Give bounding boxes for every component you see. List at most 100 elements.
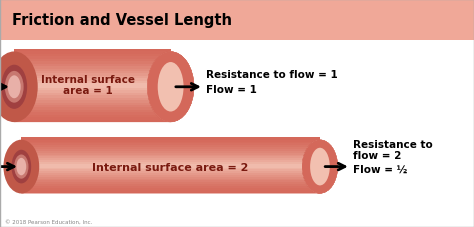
Bar	[21, 141, 320, 144]
Bar	[14, 113, 171, 115]
Bar	[21, 188, 320, 190]
Bar	[21, 190, 320, 192]
Ellipse shape	[148, 54, 193, 121]
Bar	[21, 184, 320, 186]
Bar	[21, 191, 320, 194]
Bar	[14, 105, 171, 108]
Ellipse shape	[303, 141, 337, 192]
Bar	[21, 182, 320, 184]
Ellipse shape	[303, 141, 337, 192]
Bar	[21, 177, 320, 179]
Bar	[14, 86, 171, 89]
Ellipse shape	[147, 52, 194, 122]
Bar	[14, 117, 171, 120]
Ellipse shape	[148, 54, 193, 121]
Ellipse shape	[302, 141, 337, 193]
Bar	[14, 120, 171, 123]
Ellipse shape	[148, 54, 193, 121]
Bar	[21, 164, 320, 166]
Bar	[21, 154, 320, 157]
Ellipse shape	[0, 52, 38, 123]
Bar	[21, 145, 320, 148]
Bar	[14, 88, 171, 91]
Bar	[21, 171, 320, 173]
Text: © 2018 Pearson Education, Inc.: © 2018 Pearson Education, Inc.	[5, 219, 92, 224]
Ellipse shape	[148, 53, 193, 122]
Ellipse shape	[148, 53, 193, 121]
Text: Resistance to
flow = 2: Resistance to flow = 2	[353, 139, 433, 160]
Ellipse shape	[302, 140, 338, 194]
Text: Flow = 1: Flow = 1	[206, 85, 257, 95]
Bar	[21, 180, 320, 183]
Bar	[21, 167, 320, 170]
Bar	[14, 52, 171, 55]
Bar	[14, 49, 171, 52]
FancyBboxPatch shape	[21, 140, 320, 194]
Ellipse shape	[11, 150, 31, 184]
Bar	[21, 151, 320, 153]
Bar	[21, 140, 320, 142]
Bar	[14, 57, 171, 59]
Ellipse shape	[303, 141, 337, 192]
Bar	[14, 54, 171, 57]
Bar	[21, 175, 320, 177]
Bar	[14, 59, 171, 62]
Ellipse shape	[148, 53, 193, 121]
Bar	[14, 62, 171, 64]
Ellipse shape	[148, 53, 193, 122]
Ellipse shape	[147, 53, 194, 122]
Ellipse shape	[302, 141, 337, 193]
Bar	[21, 169, 320, 171]
Bar	[21, 138, 320, 140]
FancyBboxPatch shape	[14, 52, 171, 123]
Ellipse shape	[302, 140, 337, 193]
Bar	[21, 147, 320, 149]
Ellipse shape	[302, 140, 338, 194]
Bar	[14, 91, 171, 94]
Bar	[14, 69, 171, 72]
Ellipse shape	[3, 140, 39, 194]
Bar	[21, 162, 320, 164]
Ellipse shape	[147, 52, 194, 122]
Bar	[21, 156, 320, 158]
Ellipse shape	[1, 65, 27, 109]
Bar	[14, 108, 171, 111]
Ellipse shape	[148, 53, 193, 122]
Bar	[21, 160, 320, 162]
Ellipse shape	[147, 53, 194, 122]
Bar	[21, 143, 320, 146]
Ellipse shape	[8, 76, 21, 99]
Bar	[14, 81, 171, 84]
Bar	[21, 165, 320, 168]
Bar	[21, 173, 320, 175]
Bar	[21, 149, 320, 151]
Bar	[14, 98, 171, 101]
Ellipse shape	[147, 53, 194, 122]
Bar	[21, 153, 320, 155]
Ellipse shape	[5, 72, 24, 103]
Ellipse shape	[148, 54, 193, 121]
Bar	[14, 110, 171, 113]
Bar	[14, 76, 171, 79]
Bar	[14, 100, 171, 103]
Ellipse shape	[303, 141, 337, 192]
Ellipse shape	[147, 53, 194, 122]
Ellipse shape	[148, 54, 193, 121]
Ellipse shape	[303, 141, 337, 193]
Ellipse shape	[302, 141, 337, 193]
Ellipse shape	[17, 158, 26, 175]
Bar	[21, 186, 320, 188]
Ellipse shape	[302, 141, 337, 193]
FancyBboxPatch shape	[0, 0, 474, 41]
Bar	[14, 74, 171, 76]
Bar	[14, 93, 171, 96]
Bar	[14, 64, 171, 67]
Text: Flow = ½: Flow = ½	[353, 164, 408, 174]
Text: Internal surface area = 2: Internal surface area = 2	[92, 162, 249, 172]
Ellipse shape	[302, 140, 338, 194]
Ellipse shape	[302, 141, 337, 193]
Bar	[14, 71, 171, 74]
Text: Friction and Vessel Length: Friction and Vessel Length	[12, 13, 232, 28]
Bar	[14, 96, 171, 98]
Bar	[14, 115, 171, 118]
